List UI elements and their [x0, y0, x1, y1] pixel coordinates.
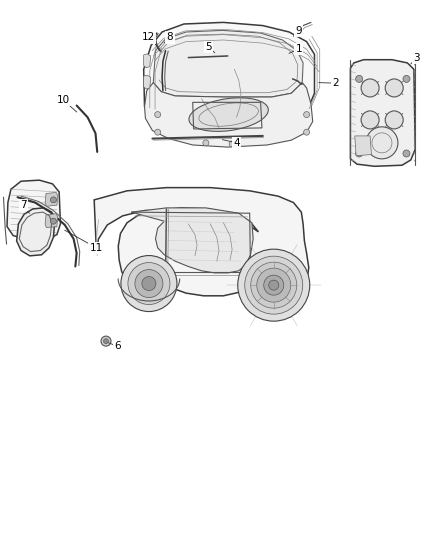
Circle shape: [403, 75, 410, 83]
Polygon shape: [145, 83, 313, 147]
Text: 8: 8: [166, 33, 173, 42]
Circle shape: [135, 270, 163, 297]
Circle shape: [356, 75, 363, 83]
Circle shape: [101, 336, 111, 346]
Circle shape: [403, 150, 410, 157]
Circle shape: [356, 150, 363, 157]
Polygon shape: [131, 208, 253, 273]
Circle shape: [269, 280, 279, 290]
Circle shape: [229, 141, 235, 147]
Polygon shape: [17, 208, 55, 256]
Text: 4: 4: [233, 138, 240, 148]
Circle shape: [366, 127, 398, 159]
Circle shape: [50, 197, 57, 203]
Text: 11: 11: [90, 243, 103, 253]
Polygon shape: [45, 214, 58, 228]
Circle shape: [257, 268, 291, 302]
Text: 10: 10: [57, 95, 70, 105]
Circle shape: [103, 338, 109, 344]
Polygon shape: [7, 180, 60, 240]
Circle shape: [50, 218, 57, 224]
Circle shape: [142, 277, 156, 290]
Polygon shape: [45, 192, 58, 206]
Polygon shape: [153, 30, 303, 97]
Circle shape: [304, 129, 310, 135]
Polygon shape: [144, 22, 314, 140]
Circle shape: [251, 262, 297, 308]
Circle shape: [361, 111, 379, 129]
Circle shape: [203, 140, 209, 146]
Circle shape: [264, 275, 284, 295]
Circle shape: [128, 263, 170, 304]
Text: 12: 12: [141, 33, 155, 42]
Text: 3: 3: [413, 53, 420, 62]
Circle shape: [385, 79, 403, 97]
Text: 6: 6: [114, 342, 121, 351]
Circle shape: [155, 129, 161, 135]
Ellipse shape: [189, 98, 268, 132]
Polygon shape: [144, 75, 151, 89]
Text: 5: 5: [205, 42, 212, 52]
Polygon shape: [350, 60, 415, 166]
Text: 2: 2: [332, 78, 339, 88]
Polygon shape: [355, 136, 371, 156]
Circle shape: [385, 111, 403, 129]
Text: 9: 9: [295, 26, 302, 36]
Text: 1: 1: [295, 44, 302, 54]
Polygon shape: [94, 188, 309, 296]
Circle shape: [121, 255, 177, 312]
Circle shape: [238, 249, 310, 321]
Polygon shape: [144, 54, 151, 68]
Text: 7: 7: [20, 200, 27, 210]
Circle shape: [155, 111, 161, 118]
Circle shape: [361, 79, 379, 97]
Circle shape: [304, 111, 310, 118]
Circle shape: [245, 256, 303, 314]
